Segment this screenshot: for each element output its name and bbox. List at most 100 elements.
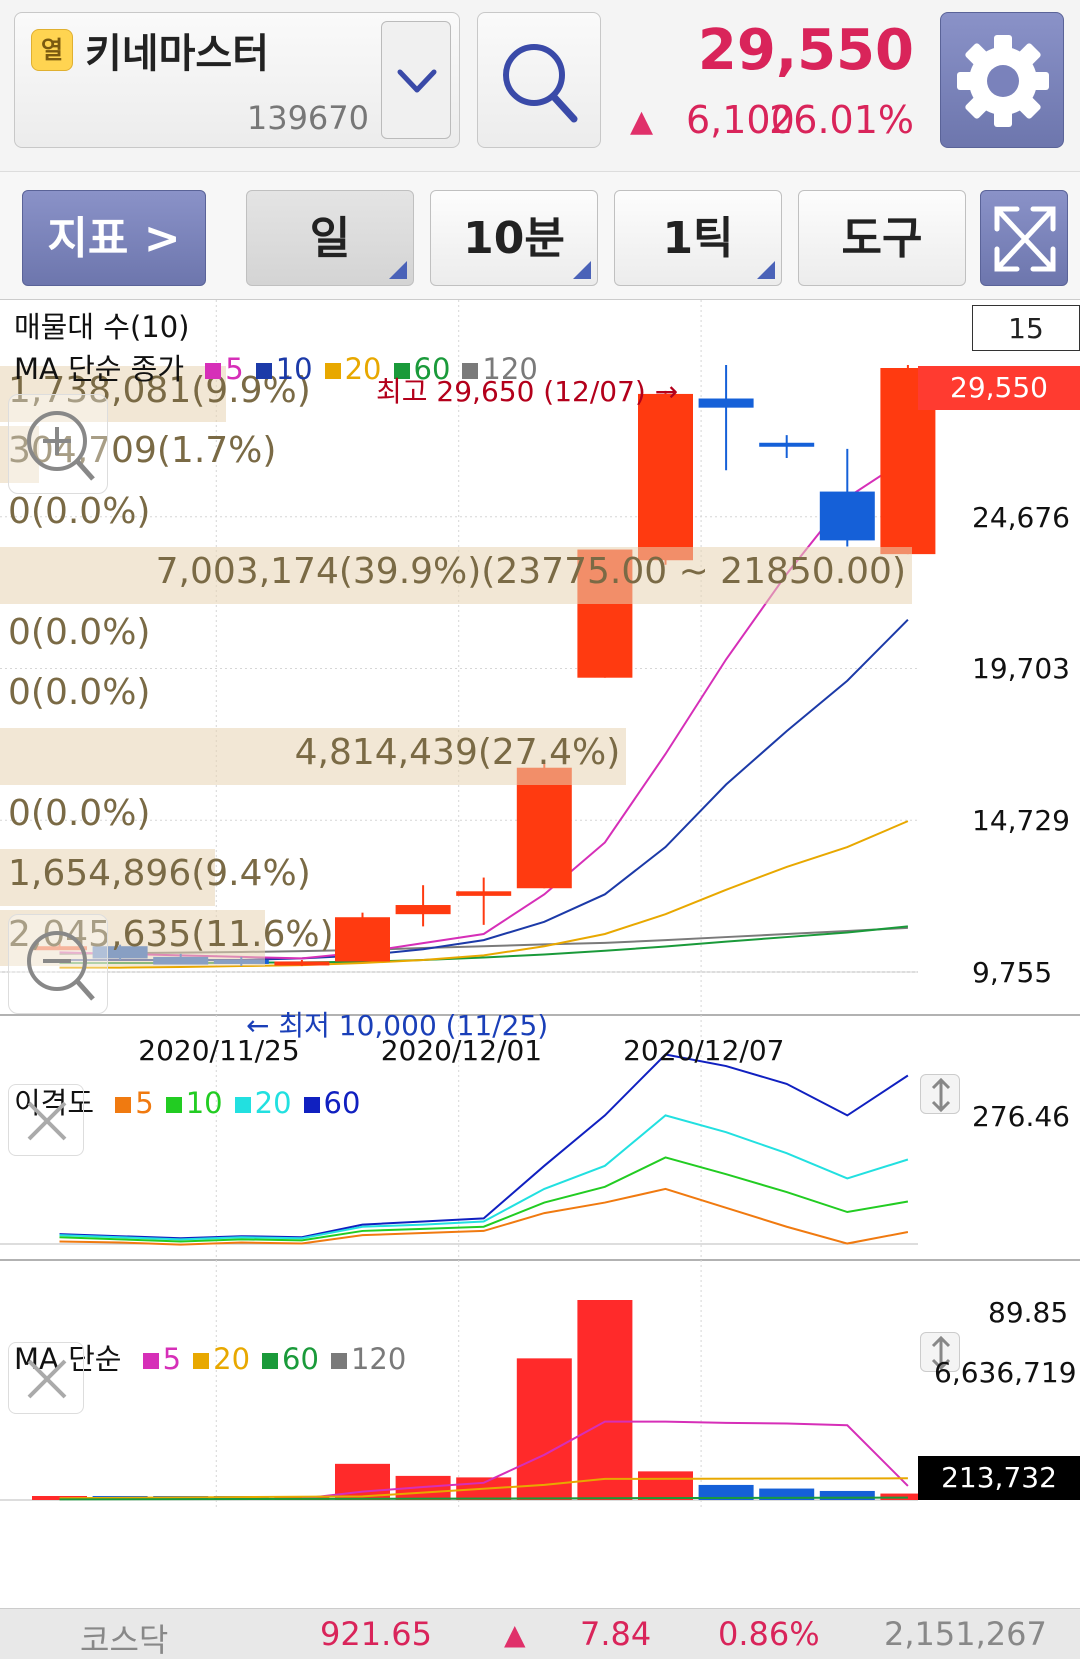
legend-swatch bbox=[255, 363, 272, 379]
volume-ma60-line bbox=[59, 1496, 908, 1501]
vertical-arrows-icon bbox=[931, 1335, 951, 1371]
period-10min-label: 10분 bbox=[463, 213, 565, 264]
chart-toolbar: 지표 > 일 10분 1틱 도구 bbox=[0, 172, 1080, 300]
volume-bar bbox=[880, 1493, 936, 1500]
settings-button[interactable] bbox=[940, 12, 1064, 148]
ma20-line bbox=[59, 820, 909, 969]
volume-bar bbox=[577, 1300, 633, 1500]
volume-profile-label: 0(0.0%) bbox=[8, 490, 151, 532]
zoom-in-icon bbox=[27, 411, 95, 481]
legend-swatch bbox=[142, 1353, 159, 1369]
candle-body bbox=[759, 442, 815, 447]
volume-profile-label: 4,814,439(27.4%) bbox=[294, 732, 621, 774]
disparity-60-line bbox=[59, 1053, 909, 1240]
legend-label: 60 bbox=[323, 1086, 361, 1120]
legend-label: 20 bbox=[213, 1342, 251, 1376]
expand-button[interactable] bbox=[980, 190, 1068, 286]
date-tick-label: 2020/11/25 bbox=[138, 1034, 300, 1067]
volume-profile-band bbox=[0, 849, 215, 906]
volume-bar bbox=[759, 1488, 815, 1500]
legend-label: 20 bbox=[344, 352, 382, 386]
dropdown-corner-icon bbox=[573, 261, 591, 279]
legend-swatch bbox=[262, 1353, 279, 1369]
ma-legend: MA 단순 종가 5 10 20 60 120 bbox=[14, 346, 538, 388]
period-10min-button[interactable]: 10분 bbox=[430, 190, 598, 286]
volume-ma-title: MA 단순 bbox=[14, 1342, 122, 1376]
legend-swatch bbox=[165, 1097, 182, 1113]
close-volume-button[interactable] bbox=[8, 1342, 84, 1414]
price-tick-label: 9,755 bbox=[972, 956, 1053, 989]
current-price-tag: 29,550 bbox=[918, 366, 1080, 410]
period-day-button[interactable]: 일 bbox=[246, 190, 414, 286]
stock-dropdown-button[interactable] bbox=[381, 21, 451, 139]
date-tick-label: 2020/12/07 bbox=[623, 1034, 785, 1067]
stock-badge: 열 bbox=[31, 29, 73, 71]
legend-label: 20 bbox=[254, 1086, 292, 1120]
expand-icon bbox=[994, 206, 1056, 272]
legend-label: 60 bbox=[282, 1342, 319, 1376]
market-index-bar[interactable]: 코스닥 921.65 ▲ 7.84 0.86% 2,151,267 bbox=[0, 1608, 1080, 1659]
period-1tick-button[interactable]: 1틱 bbox=[614, 190, 782, 286]
volume-y-top: 6,636,719 bbox=[934, 1356, 1077, 1389]
up-arrow-icon: ▲ bbox=[630, 104, 654, 139]
legend-label: 120 bbox=[482, 352, 538, 386]
legend-label: 60 bbox=[413, 352, 451, 386]
legend-swatch bbox=[393, 363, 410, 379]
ma-label: MA 단순 종가 bbox=[14, 352, 185, 386]
legend-label: 120 bbox=[350, 1342, 407, 1376]
current-price: 29,550 bbox=[697, 18, 914, 83]
gear-icon bbox=[957, 35, 1049, 127]
count-box[interactable]: 15 bbox=[972, 305, 1080, 351]
legend-label: 5 bbox=[225, 352, 244, 386]
price-tick-label: 24,676 bbox=[972, 500, 1070, 534]
zoom-in-button[interactable] bbox=[8, 394, 108, 494]
candle-body bbox=[274, 961, 330, 966]
legend-label: 5 bbox=[162, 1342, 182, 1376]
legend-swatch bbox=[324, 363, 341, 379]
price-tick-label: 19,703 bbox=[972, 652, 1070, 686]
candle-body bbox=[516, 767, 572, 889]
volume-profile-label: 7,003,174(39.9%)(23775.00 ~ 21850.00) bbox=[155, 551, 906, 593]
zoom-out-icon bbox=[27, 931, 95, 1001]
resize-disparity-button[interactable] bbox=[920, 1074, 960, 1114]
tools-button[interactable]: 도구 bbox=[798, 190, 966, 286]
volume-ma5-line bbox=[301, 1420, 909, 1500]
index-rate: 0.86% bbox=[718, 1615, 820, 1653]
volume-profile-label: 0(0.0%) bbox=[8, 792, 151, 834]
index-up-arrow-icon: ▲ bbox=[504, 1618, 526, 1651]
legend-swatch bbox=[115, 1097, 132, 1113]
disparity-10-line bbox=[59, 1156, 909, 1243]
volume-profile-label: 1,654,896(9.4%) bbox=[8, 853, 311, 895]
price-change: 6,100 bbox=[686, 98, 795, 142]
zoom-out-button[interactable] bbox=[8, 914, 108, 1014]
indicator-button[interactable]: 지표 > bbox=[22, 190, 206, 286]
header: 열 키네마스터 139670 29,550 ▲ 6,100 26.01% bbox=[0, 0, 1080, 172]
chevron-down-icon bbox=[397, 69, 437, 93]
close-disparity-button[interactable] bbox=[8, 1084, 84, 1156]
candle-body bbox=[395, 905, 451, 915]
volume-current-tag: 213,732 bbox=[918, 1456, 1080, 1500]
disparity-y-bottom: 89.85 bbox=[988, 1296, 1069, 1329]
volume-legend: MA 단순 5 20 60 120 bbox=[14, 1336, 406, 1378]
index-volume: 2,151,267 bbox=[884, 1615, 1047, 1653]
disparity-y-top: 276.46 bbox=[972, 1100, 1070, 1133]
low-annotation: ← 최저 10,000 (11/25) bbox=[246, 1009, 549, 1042]
stock-name: 키네마스터 bbox=[85, 31, 269, 77]
search-icon bbox=[503, 44, 578, 123]
close-icon bbox=[27, 1101, 67, 1141]
high-annotation: 최고 29,650 (12/07) → bbox=[376, 375, 679, 408]
search-button[interactable] bbox=[477, 12, 601, 148]
legend-swatch bbox=[303, 1097, 320, 1113]
stock-selector[interactable]: 열 키네마스터 139670 bbox=[14, 12, 460, 148]
resize-volume-button[interactable] bbox=[920, 1332, 960, 1372]
candle-body bbox=[638, 393, 693, 561]
legend-swatch bbox=[462, 363, 479, 379]
volume-profile-title: 매물대 수(10) bbox=[14, 310, 190, 344]
disparity-5-line bbox=[59, 1187, 909, 1246]
ma-legend-items: 5 10 20 60 120 bbox=[193, 352, 538, 386]
vertical-arrows-icon bbox=[931, 1077, 951, 1113]
disparity-20-line bbox=[59, 1114, 909, 1241]
dropdown-corner-icon bbox=[389, 261, 407, 279]
period-1tick-label: 1틱 bbox=[662, 213, 734, 264]
legend-label: 5 bbox=[135, 1086, 154, 1120]
